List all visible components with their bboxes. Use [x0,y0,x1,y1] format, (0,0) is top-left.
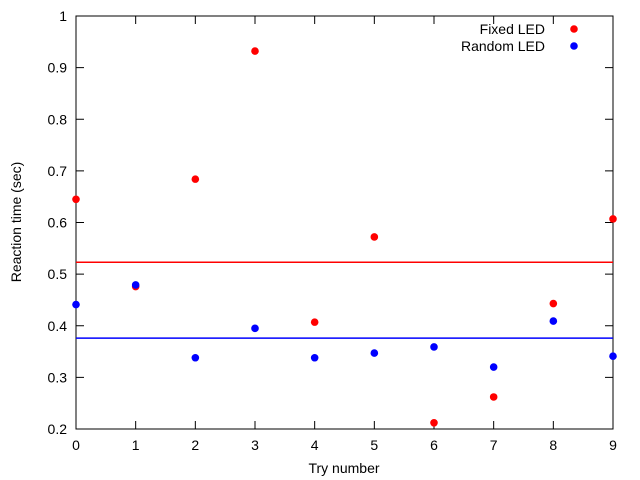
y-tick-label: 0.4 [48,318,68,334]
random-led-point [430,343,438,351]
x-tick-label: 5 [370,437,378,453]
x-tick-label: 0 [72,437,80,453]
plot-frame [75,15,614,430]
y-tick-label: 0.5 [48,266,68,282]
random-led-point [72,300,80,309]
random-led-point [131,281,140,289]
x-tick-label: 3 [251,437,259,453]
x-tick-label: 8 [549,437,557,453]
x-tick-label: 9 [609,437,617,453]
x-tick-label: 2 [191,437,199,453]
fixed-led-point [609,215,617,223]
y-tick-label: 1 [59,8,67,24]
x-tick-label: 1 [132,437,140,453]
x-tick-label: 4 [311,437,319,453]
random-led-point [251,324,259,333]
random-led-point [549,317,558,325]
fixed-led-point [72,195,80,204]
y-tick-label: 0.2 [48,421,68,437]
y-tick-label: 0.9 [48,60,68,76]
random-led-point [489,363,498,371]
fixed-led-point [310,318,319,326]
x-axis-label: Try number [308,460,379,476]
y-tick-label: 0.6 [48,215,68,231]
y-tick-label: 0.8 [48,111,68,127]
legend-label: Random LED [461,38,545,54]
fixed-led-point [370,233,379,241]
random-led-point [191,353,200,362]
legend-marker [570,42,578,50]
fixed-led-point [430,419,438,427]
random-led-point [609,352,617,361]
fixed-led-point [251,47,259,55]
x-tick-label: 7 [490,437,498,453]
y-tick-label: 0.3 [48,369,68,385]
fixed-led-point [191,175,200,183]
x-tick-label: 6 [430,437,438,453]
random-led-point [370,349,379,357]
legend-marker [570,25,578,33]
y-tick-label: 0.7 [48,163,68,179]
legend-label: Fixed LED [480,21,545,37]
random-led-point [310,353,319,362]
fixed-led-point [489,393,498,401]
y-axis-label: Reaction time (sec) [8,162,24,283]
fixed-led-point [549,299,558,308]
